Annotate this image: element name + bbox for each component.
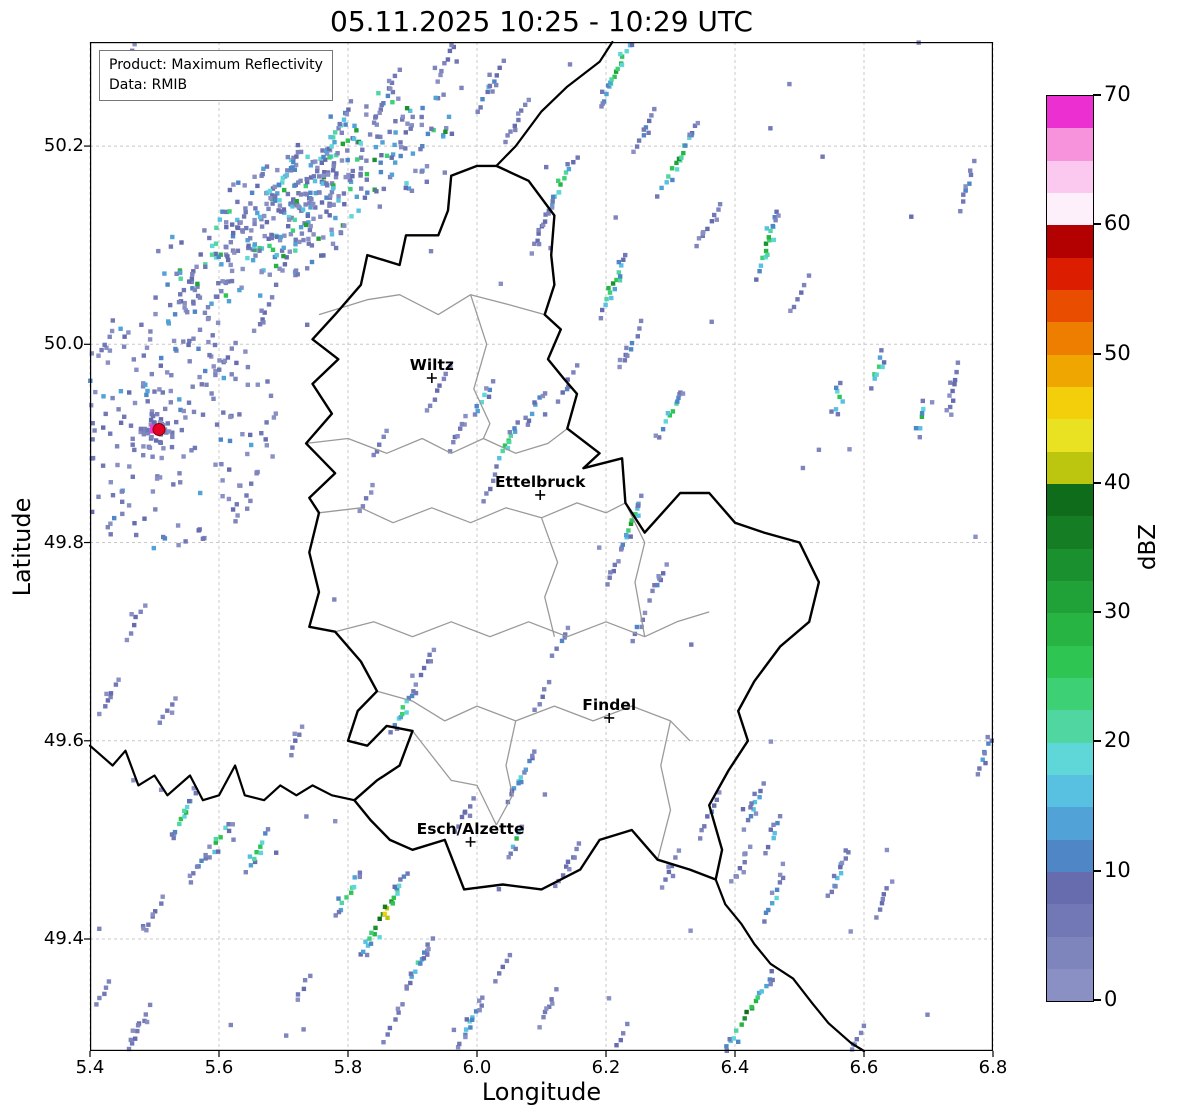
colorbar-tick <box>1093 999 1101 1001</box>
city-label: Ettelbruck <box>495 473 586 491</box>
colorbar-tick-label: 50 <box>1104 340 1131 365</box>
product-info-box: Product: Maximum Reflectivity Data: RMIB <box>99 50 333 101</box>
colorbar-tick <box>1093 352 1101 355</box>
colorbar-segment <box>1047 160 1093 193</box>
colorbar-segment <box>1047 192 1093 226</box>
city-label: Findel <box>582 696 636 714</box>
colorbar <box>1046 95 1094 1002</box>
city-marker-esch-alzette: Esch/Alzette <box>417 820 525 847</box>
colorbar-segment <box>1047 774 1093 808</box>
colorbar-segment <box>1047 225 1093 258</box>
y-tick-label: 49.6 <box>43 729 84 751</box>
product-info-line: Product: Maximum Reflectivity <box>109 57 323 73</box>
city-label: Wiltz <box>410 356 454 374</box>
colorbar-segment <box>1047 289 1093 323</box>
city-marker-findel: Findel <box>582 696 636 723</box>
colorbar-segment <box>1047 128 1093 161</box>
radar-echo-cells <box>88 40 994 1053</box>
colorbar-tick-label: 30 <box>1104 599 1131 624</box>
radar-site-marker <box>150 423 166 437</box>
luxembourg-border <box>304 164 821 891</box>
city-marker-wiltz: Wiltz <box>410 356 454 384</box>
colorbar-segment <box>1047 904 1093 937</box>
y-tick-label: 49.4 <box>43 927 84 949</box>
colorbar-segment <box>1047 451 1093 484</box>
colorbar-tick <box>1093 869 1101 872</box>
colorbar-segment <box>1047 968 1093 1002</box>
colorbar-segment <box>1047 710 1093 743</box>
grid-lines <box>89 42 994 1051</box>
colorbar-tick <box>1093 740 1101 743</box>
colorbar-segment <box>1047 936 1093 969</box>
colorbar-segment <box>1047 257 1093 290</box>
x-tick-label: 6.6 <box>849 1057 879 1078</box>
x-tick-label: 5.4 <box>75 1057 105 1078</box>
city-marker-ettelbruck: Ettelbruck <box>495 473 586 500</box>
y-tick-label: 49.8 <box>43 531 84 553</box>
city-label: Esch/Alzette <box>417 820 525 838</box>
city-plus-icon <box>604 712 615 723</box>
country-borders <box>88 40 866 1053</box>
map-plot: Wiltz Ettelbruck Findel Esch/Alzette <box>84 40 994 1057</box>
x-tick-label: 6.2 <box>591 1057 621 1078</box>
colorbar-segment <box>1047 322 1093 355</box>
colorbar-tick-label: 10 <box>1104 857 1131 882</box>
colorbar-tick-label: 60 <box>1104 211 1131 236</box>
city-plus-icon <box>465 836 476 847</box>
colorbar-tick <box>1093 481 1101 484</box>
colorbar-tick <box>1093 611 1101 614</box>
colorbar-tick-label: 20 <box>1104 728 1131 753</box>
colorbar-segment <box>1047 483 1093 517</box>
axes-frame <box>84 42 994 1057</box>
colorbar-segment <box>1047 96 1093 129</box>
y-tick-label: 50.2 <box>43 135 84 157</box>
data-source-line: Data: RMIB <box>109 77 188 94</box>
y-tick-label: 50.0 <box>43 333 84 355</box>
colorbar-segment <box>1047 871 1093 905</box>
colorbar-segment <box>1047 613 1093 646</box>
city-plus-icon <box>426 373 437 384</box>
colorbar-segment <box>1047 807 1093 840</box>
colorbar-tick <box>1093 223 1101 226</box>
colorbar-tick <box>1093 94 1101 96</box>
colorbar-tick-label: 70 <box>1104 82 1131 106</box>
colorbar-segment <box>1047 419 1093 452</box>
colorbar-segment <box>1047 742 1093 775</box>
x-tick-label: 6.4 <box>720 1057 750 1078</box>
radar-dot-icon <box>152 423 166 437</box>
colorbar-segment <box>1047 645 1093 678</box>
colorbar-segment <box>1047 580 1093 614</box>
x-tick-label: 5.8 <box>333 1057 363 1078</box>
district-borders <box>306 294 710 860</box>
colorbar-segment <box>1047 548 1093 581</box>
colorbar-tick-label: 40 <box>1104 469 1131 494</box>
colorbar-segment <box>1047 386 1093 420</box>
colorbar-tick-label: 0 <box>1104 987 1118 1011</box>
x-tick-label: 6.0 <box>462 1057 492 1078</box>
x-tick-label: 6.8 <box>978 1057 1008 1078</box>
colorbar-segment <box>1047 516 1093 549</box>
colorbar-label: dBZ <box>1135 523 1161 571</box>
colorbar-segment <box>1047 354 1093 387</box>
colorbar-segment <box>1047 839 1093 872</box>
x-tick-label: 5.6 <box>204 1057 234 1078</box>
figure-title: 05.11.2025 10:25 - 10:29 UTC <box>330 5 753 38</box>
colorbar-segment <box>1047 677 1093 711</box>
x-axis-label: Longitude <box>481 1078 602 1106</box>
city-plus-icon <box>535 489 546 500</box>
